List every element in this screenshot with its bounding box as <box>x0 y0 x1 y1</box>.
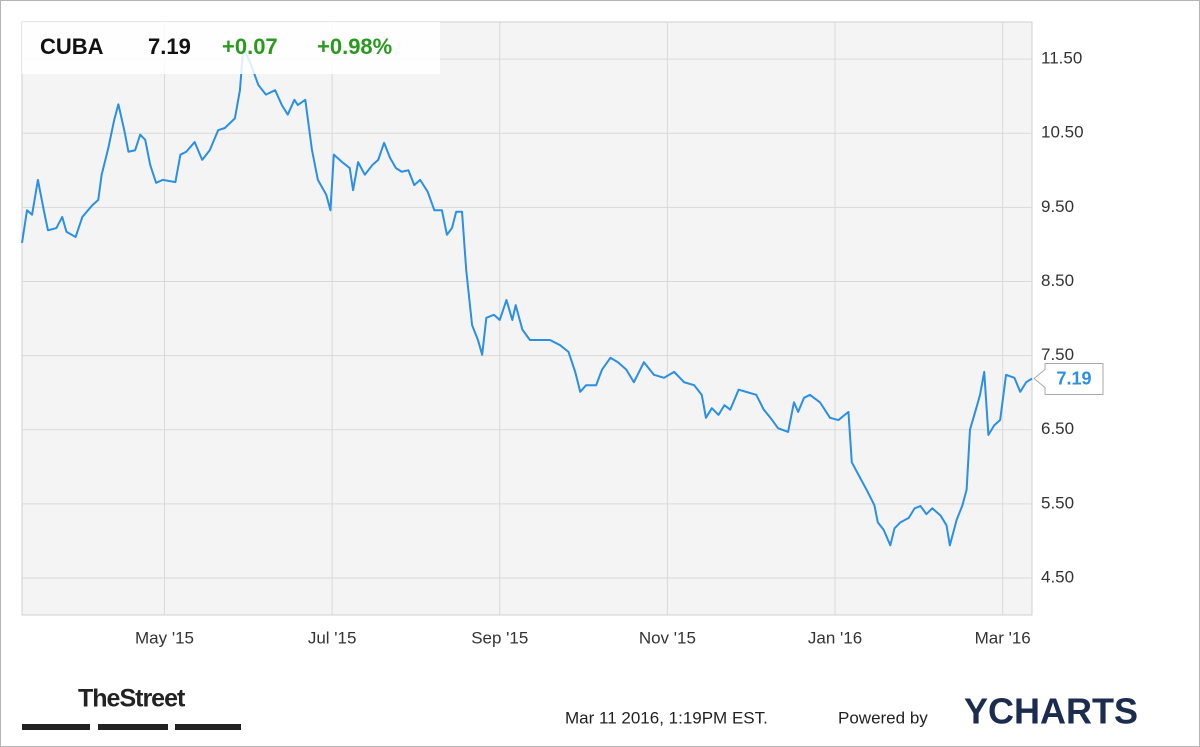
change-percent: +0.98% <box>317 34 392 59</box>
series <box>21 46 1033 547</box>
y-tick-label: 7.50 <box>1041 345 1074 364</box>
plot-area <box>21 21 1033 616</box>
y-tick-label: 6.50 <box>1041 419 1074 438</box>
y-tick-label: 11.50 <box>1041 49 1082 68</box>
axes: 4.50 5.50 6.50 7.50 8.50 9.50 10.50 11.50 May '1… <box>135 49 1104 647</box>
price-line <box>21 46 1033 547</box>
y-tick-label: 8.50 <box>1041 271 1074 290</box>
source-logo: TheStreet <box>78 685 186 713</box>
logo-bar <box>22 724 90 730</box>
logo-bar <box>175 724 241 730</box>
x-tick-label: Jan '16 <box>808 628 862 647</box>
x-tick-label: Jul '15 <box>308 628 357 647</box>
x-tick-label: Nov '15 <box>639 628 696 647</box>
timestamp: Mar 11 2016, 1:19PM EST. <box>565 708 768 727</box>
change: +0.07 <box>222 34 278 59</box>
powered-by: Powered by <box>838 708 928 727</box>
quote-box <box>22 22 440 74</box>
y-tick-label: 10.50 <box>1041 123 1084 142</box>
brand: YCHARTS <box>964 691 1138 732</box>
x-tick-label: Mar '16 <box>975 628 1031 647</box>
symbol: CUBA <box>40 34 104 59</box>
x-tick-label: May '15 <box>135 628 194 647</box>
last-value-callout <box>1033 363 1104 396</box>
price: 7.19 <box>148 34 191 59</box>
x-tick-label: Sep '15 <box>471 628 528 647</box>
logo-bar <box>98 724 168 730</box>
last-value-label: 7.19 <box>1056 368 1091 388</box>
y-tick-label: 5.50 <box>1041 493 1074 512</box>
y-tick-label: 9.50 <box>1041 197 1074 216</box>
grid <box>22 22 1032 615</box>
y-tick-label: 4.50 <box>1041 567 1074 586</box>
